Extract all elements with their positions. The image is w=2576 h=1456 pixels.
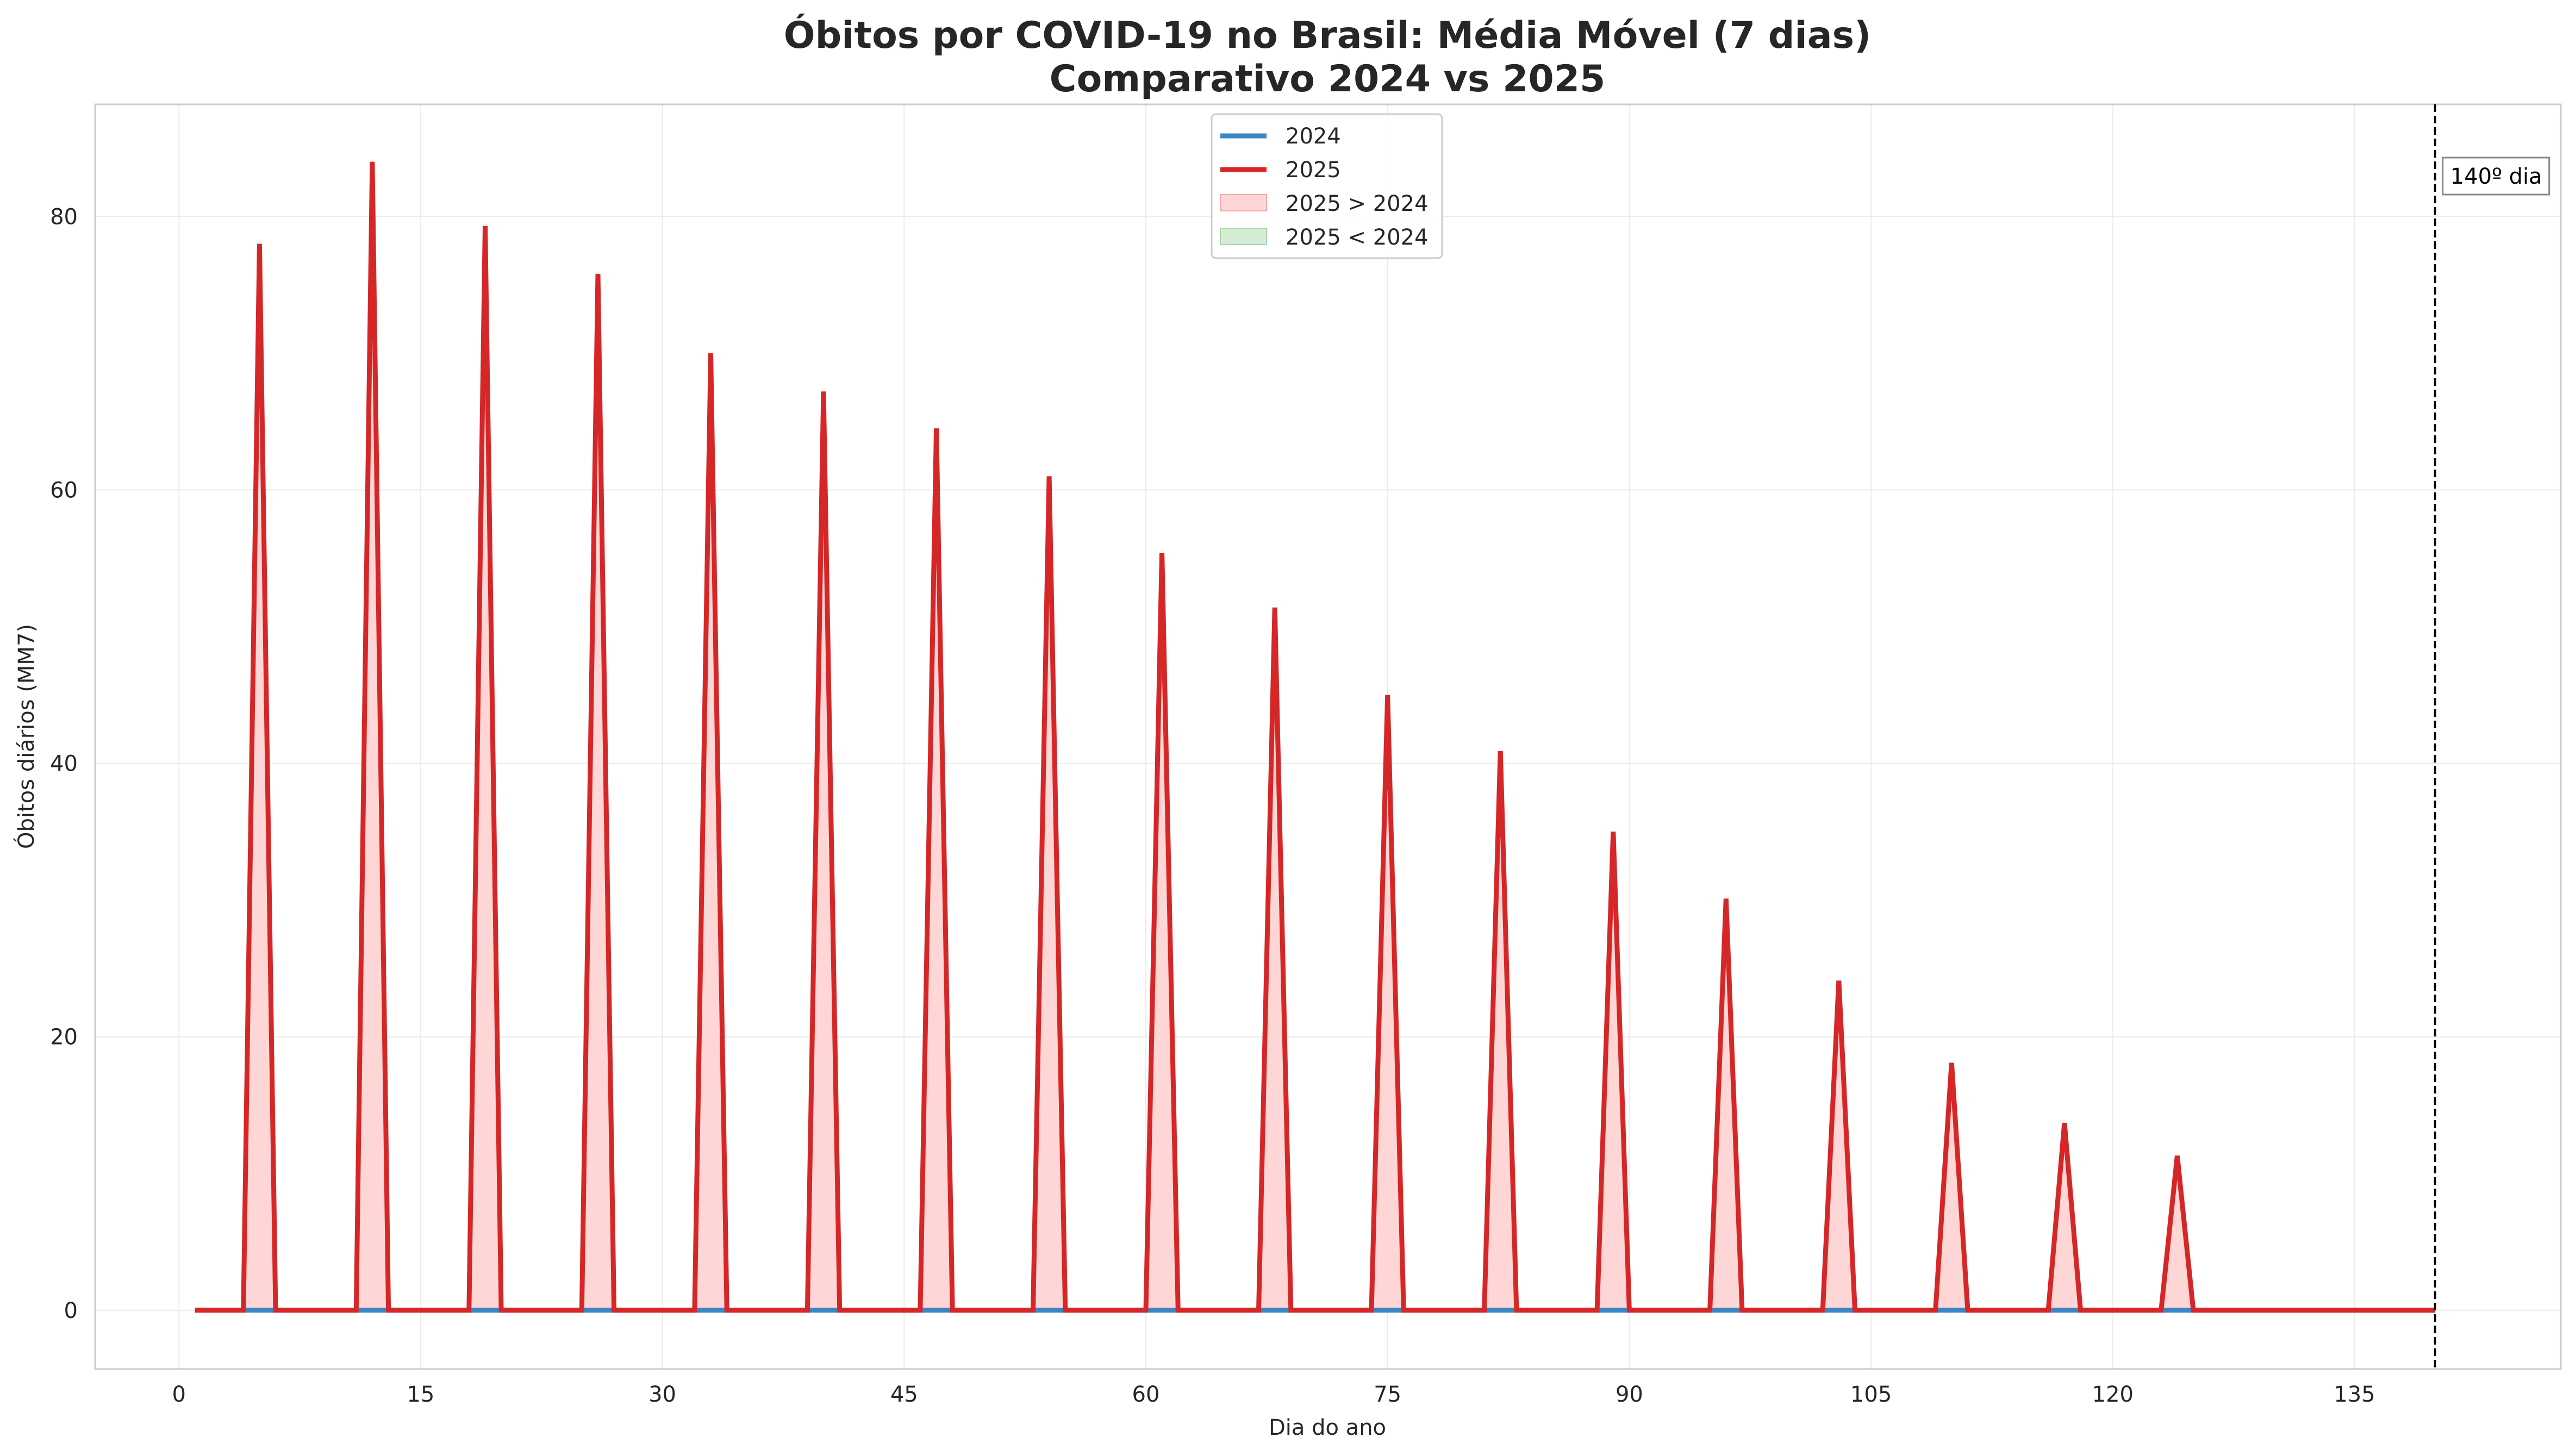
- y-tick-label: 60: [50, 478, 78, 503]
- legend-label-2024: 2024: [1286, 124, 1341, 149]
- x-tick-label: 75: [1374, 1382, 1401, 1407]
- x-tick-label: 60: [1132, 1382, 1160, 1407]
- day-marker-label: 140º dia: [2450, 164, 2542, 189]
- legend-swatch-above: [1220, 194, 1267, 211]
- x-axis-label: Dia do ano: [1269, 1415, 1386, 1440]
- chart-title-line2: Comparativo 2024 vs 2025: [1050, 58, 1606, 101]
- y-tick-label: 80: [50, 204, 78, 229]
- y-axis-label: Óbitos diários (MM7): [13, 624, 39, 849]
- y-tick-label: 40: [50, 752, 78, 777]
- x-tick-label: 120: [2092, 1382, 2134, 1407]
- legend-label-2025: 2025: [1286, 158, 1341, 183]
- x-tick-label: 15: [407, 1382, 434, 1407]
- chart-title-line1: Óbitos por COVID-19 no Brasil: Média Móv…: [784, 14, 1871, 57]
- legend-label-below: 2025 < 2024: [1286, 225, 1429, 250]
- y-tick-label: 20: [50, 1025, 78, 1050]
- x-tick-label: 135: [2334, 1382, 2375, 1407]
- x-tick-label: 30: [648, 1382, 676, 1407]
- x-tick-label: 45: [890, 1382, 918, 1407]
- x-tick-label: 90: [1616, 1382, 1643, 1407]
- legend-label-above: 2025 > 2024: [1286, 191, 1429, 216]
- y-tick-label: 0: [64, 1298, 78, 1323]
- x-tick-label: 0: [172, 1382, 185, 1407]
- tick-labels: 0 15 30 45 60 75 90 105 120 135 0 20 40 60 80: [50, 204, 2375, 1407]
- series-line-2025: [195, 161, 2435, 1313]
- legend-frame: [1211, 113, 1443, 259]
- legend: 2024 2025 2025 > 2024 2025 < 2024: [1211, 113, 1443, 259]
- x-tick-label: 105: [1850, 1382, 1892, 1407]
- day-marker-box: [2442, 157, 2550, 196]
- series-lines: [195, 161, 2435, 1313]
- legend-swatch-below: [1220, 228, 1267, 245]
- plot-frame: [94, 103, 2562, 1370]
